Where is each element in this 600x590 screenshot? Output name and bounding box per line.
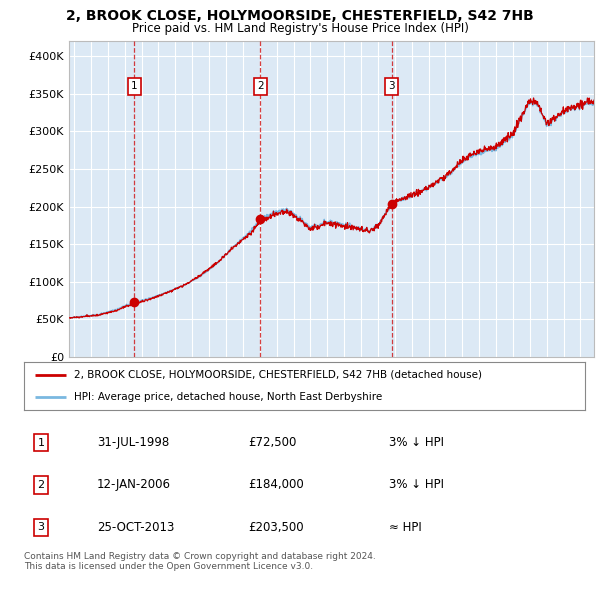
Text: 2, BROOK CLOSE, HOLYMOORSIDE, CHESTERFIELD, S42 7HB: 2, BROOK CLOSE, HOLYMOORSIDE, CHESTERFIE… [66,9,534,23]
Text: 31-JUL-1998: 31-JUL-1998 [97,436,169,449]
Text: 3% ↓ HPI: 3% ↓ HPI [389,478,443,491]
Text: 1: 1 [131,81,138,91]
Text: 2, BROOK CLOSE, HOLYMOORSIDE, CHESTERFIELD, S42 7HB (detached house): 2, BROOK CLOSE, HOLYMOORSIDE, CHESTERFIE… [74,370,482,380]
Text: 3: 3 [388,81,395,91]
Text: £184,000: £184,000 [248,478,304,491]
Text: HPI: Average price, detached house, North East Derbyshire: HPI: Average price, detached house, Nort… [74,392,383,402]
Text: £72,500: £72,500 [248,436,297,449]
Text: ≈ HPI: ≈ HPI [389,521,421,534]
Text: 2: 2 [37,480,44,490]
Text: 3% ↓ HPI: 3% ↓ HPI [389,436,443,449]
Text: 12-JAN-2006: 12-JAN-2006 [97,478,171,491]
Text: £203,500: £203,500 [248,521,304,534]
Text: 25-OCT-2013: 25-OCT-2013 [97,521,175,534]
Text: 2: 2 [257,81,264,91]
Text: Contains HM Land Registry data © Crown copyright and database right 2024.
This d: Contains HM Land Registry data © Crown c… [24,552,376,571]
Text: 3: 3 [37,523,44,532]
Text: Price paid vs. HM Land Registry's House Price Index (HPI): Price paid vs. HM Land Registry's House … [131,22,469,35]
Text: 1: 1 [37,438,44,447]
